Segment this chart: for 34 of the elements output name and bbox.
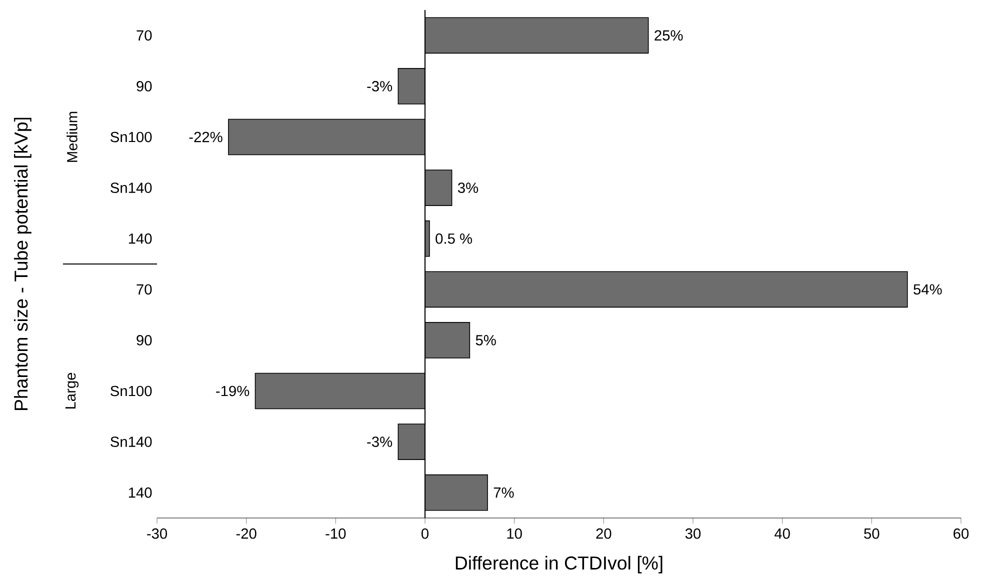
x-tick-label: -10 [326, 528, 346, 539]
data-label: -19% [216, 386, 250, 396]
text: Large [65, 372, 79, 409]
data-label: 3% [458, 182, 478, 193]
data-label: -3% [367, 81, 392, 92]
y-tick-label: Sn100 [110, 386, 152, 396]
x-tick-label: 30 [685, 528, 701, 539]
x-tick-label: -30 [147, 528, 168, 539]
x-axis-title: Difference in CTDIvol [%] [456, 556, 662, 574]
y-tick-label: 70 [136, 30, 152, 41]
data-label: -3% [367, 436, 392, 447]
y-tick-label: Sn100 [110, 132, 152, 142]
x-tick-label: 50 [864, 528, 880, 539]
y-tick-label: 140 [128, 233, 152, 244]
y-tick-label: Sn140 [110, 182, 152, 193]
data-label: 7% [494, 487, 514, 498]
data-label: 54% [914, 284, 942, 295]
data-label: -22% [189, 132, 222, 142]
x-tick-label: 10 [507, 528, 522, 539]
x-tick-label: 40 [774, 528, 790, 539]
x-tick-label: 60 [954, 528, 969, 539]
y-tick-label: Sn140 [110, 436, 152, 447]
data-label: 5% [476, 335, 496, 346]
x-tick-label: 0 [421, 528, 428, 539]
text: Medium [66, 112, 78, 162]
y-tick-label: 90 [136, 81, 152, 92]
x-tick-label: 20 [596, 528, 612, 539]
y-tick-label: 70 [136, 284, 152, 295]
data-label: 0.5 % [436, 233, 472, 244]
y-tick-label: 140 [128, 487, 152, 498]
x-tick-label: -20 [236, 528, 256, 539]
y-axis-title: Phantom size - Tube potential [kVp] [14, 118, 32, 410]
data-label: 25% [654, 30, 683, 41]
y-tick-label: 90 [136, 335, 152, 346]
